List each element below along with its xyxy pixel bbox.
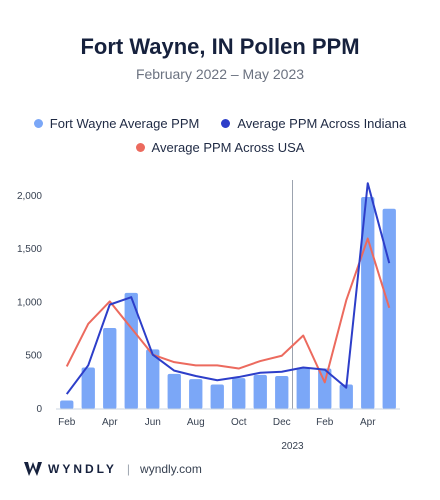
chart-title: Fort Wayne, IN Pollen PPM xyxy=(80,34,360,59)
pollen-chart: 0 500 1,000 1,500 2,000 Feb Apr Jun Aug Oct Dec Feb… xyxy=(17,180,400,452)
bar-fort-wayne xyxy=(275,375,289,409)
bar-fort-wayne xyxy=(318,368,332,409)
x-tick-label: Apr xyxy=(360,417,376,428)
footer-separator: | xyxy=(126,462,131,476)
bar-fort-wayne xyxy=(189,379,203,409)
wyndly-w-logo-icon xyxy=(24,462,42,476)
legend-item-usa: Average PPM Across USA xyxy=(135,140,305,155)
legend-swatch-indiana xyxy=(221,119,231,128)
legend-swatch-usa xyxy=(135,143,145,152)
bar-fort-wayne xyxy=(296,367,310,409)
x-tick-label: Jun xyxy=(145,417,161,428)
x-tick-label: Dec xyxy=(273,417,291,428)
legend-label-usa: Average PPM Across USA xyxy=(151,140,305,155)
x-tick-label: Aug xyxy=(187,417,205,428)
footer: WYNDLY | wyndly.com xyxy=(24,462,202,476)
year-label: 2023 xyxy=(281,441,304,452)
y-tick-label: 1,000 xyxy=(17,297,42,308)
y-tick-label: 2,000 xyxy=(17,191,42,202)
x-tick-label: Oct xyxy=(231,417,247,428)
line-usa xyxy=(65,237,391,384)
y-tick-label: 500 xyxy=(25,351,42,362)
bar-fort-wayne xyxy=(232,378,246,409)
legend-swatch-fort-wayne xyxy=(33,119,43,128)
y-tick-label: 0 xyxy=(36,404,42,415)
bar-fort-wayne xyxy=(81,367,95,409)
line-indiana xyxy=(65,182,391,395)
brand: WYNDLY xyxy=(24,462,117,476)
bar-fort-wayne xyxy=(167,373,181,409)
x-tick-label: Feb xyxy=(58,417,76,428)
x-tick-label: Feb xyxy=(316,417,334,428)
bar-fort-wayne xyxy=(253,374,267,409)
bar-fort-wayne xyxy=(60,400,74,409)
chart-legend: Fort Wayne Average PPM Average PPM Acros… xyxy=(0,116,440,164)
legend-label-fort-wayne: Fort Wayne Average PPM xyxy=(49,116,200,131)
bar-fort-wayne xyxy=(124,292,138,409)
chart-subtitle: February 2022 – May 2023 xyxy=(135,66,305,82)
legend-item-fort-wayne: Fort Wayne Average PPM xyxy=(33,116,200,131)
x-tick-label: Apr xyxy=(102,417,118,428)
legend-item-indiana: Average PPM Across Indiana xyxy=(221,116,406,131)
brand-name: WYNDLY xyxy=(48,462,117,476)
legend-label-indiana: Average PPM Across Indiana xyxy=(237,116,407,131)
bar-fort-wayne xyxy=(146,349,160,409)
bar-fort-wayne xyxy=(210,384,224,409)
bar-fort-wayne xyxy=(382,208,396,409)
bar-fort-wayne xyxy=(103,328,117,409)
bar-fort-wayne xyxy=(339,384,353,409)
footer-site[interactable]: wyndly.com xyxy=(140,462,202,476)
y-tick-label: 1,500 xyxy=(17,244,42,255)
